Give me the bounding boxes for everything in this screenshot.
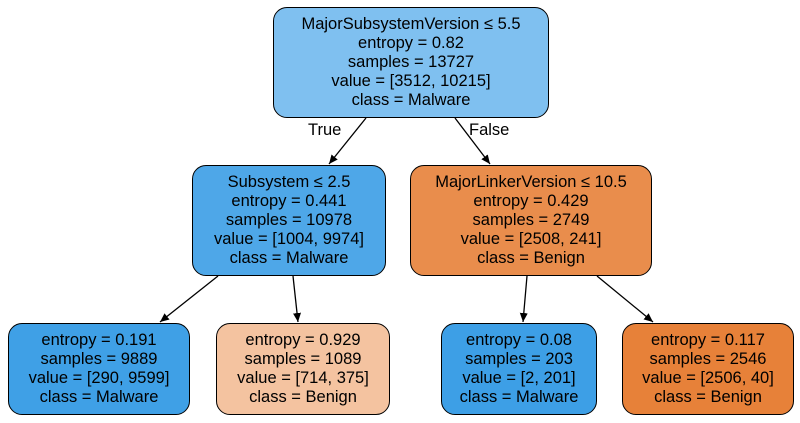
edge-root-left	[328, 117, 367, 165]
node-split-condition: MajorLinkerVersion ≤ 10.5	[435, 173, 627, 191]
node-class: class = Malware	[229, 249, 349, 267]
edge-right-rl	[519, 275, 528, 323]
node-root: MajorSubsystemVersion ≤ 5.5 entropy = 0.…	[273, 7, 549, 118]
node-samples: samples = 2749	[472, 211, 590, 229]
node-value: value = [1004, 9974]	[214, 230, 364, 248]
node-entropy: entropy = 0.191	[41, 331, 157, 349]
node-entropy: entropy = 0.08	[466, 331, 572, 349]
node-entropy: entropy = 0.441	[231, 192, 347, 210]
node-class: class = Malware	[351, 91, 471, 109]
node-samples: samples = 9889	[40, 350, 158, 368]
node-class: class = Benign	[654, 388, 762, 406]
node-class: class = Benign	[477, 249, 585, 267]
node-split-condition: MajorSubsystemVersion ≤ 5.5	[301, 15, 521, 33]
node-entropy: entropy = 0.82	[358, 34, 464, 52]
edge-label-true: True	[308, 121, 342, 139]
edge-left-lr	[292, 275, 302, 323]
leaf-right-left: entropy = 0.08 samples = 203 value = [2,…	[441, 323, 597, 415]
leaf-left-right: entropy = 0.929 samples = 1089 value = […	[216, 323, 390, 415]
node-samples: samples = 1089	[244, 350, 362, 368]
node-right: MajorLinkerVersion ≤ 10.5 entropy = 0.42…	[410, 165, 652, 276]
node-samples: samples = 13727	[347, 53, 475, 71]
node-class: class = Malware	[459, 388, 579, 406]
node-value: value = [714, 375]	[237, 369, 369, 387]
edge-label-false: False	[469, 121, 510, 139]
node-split-condition: Subsystem ≤ 2.5	[227, 173, 351, 191]
node-value: value = [2508, 241]	[460, 230, 602, 248]
node-entropy: entropy = 0.929	[245, 331, 361, 349]
node-entropy: entropy = 0.429	[473, 192, 589, 210]
node-left: Subsystem ≤ 2.5 entropy = 0.441 samples …	[192, 165, 386, 276]
edge-right-rr	[596, 275, 654, 323]
node-value: value = [290, 9599]	[28, 369, 170, 387]
node-class: class = Benign	[249, 388, 357, 406]
node-entropy: entropy = 0.117	[651, 331, 765, 349]
leaf-right-right: entropy = 0.117 samples = 2546 value = […	[622, 323, 794, 415]
edge-root-right	[454, 117, 491, 165]
node-samples: samples = 2546	[649, 350, 767, 368]
node-samples: samples = 10978	[225, 211, 353, 229]
leaf-left-left: entropy = 0.191 samples = 9889 value = […	[8, 323, 190, 415]
edge-left-ll	[159, 275, 219, 323]
node-value: value = [2, 201]	[462, 369, 576, 387]
node-value: value = [3512, 10215]	[331, 72, 491, 90]
node-value: value = [2506, 40]	[642, 369, 774, 387]
node-samples: samples = 203	[465, 350, 573, 368]
node-class: class = Malware	[39, 388, 159, 406]
